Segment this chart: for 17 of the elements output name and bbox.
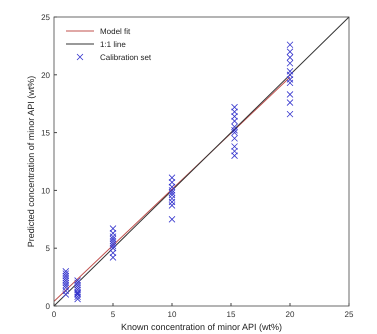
- y-tick-label: 25: [41, 13, 51, 22]
- x-tick-label: 20: [286, 310, 295, 319]
- x-axis-title: Known concentration of minor API (wt%): [120, 322, 282, 332]
- y-axis-title: Predicted concentration of minor API (wt%): [26, 76, 36, 248]
- y-tick-label: 20: [41, 70, 51, 80]
- y-tick-label: 0: [46, 302, 51, 311]
- y-tick-label: 15: [41, 128, 51, 138]
- x-tick-label: 10: [168, 310, 177, 319]
- legend-label: Model fit: [100, 27, 132, 36]
- y-tick-label: 5: [46, 244, 51, 254]
- y-tick-label: 10: [41, 186, 51, 196]
- x-tick-label: 25: [344, 310, 354, 319]
- x-tick-label: 5: [110, 310, 116, 319]
- legend-label: Calibration set: [100, 53, 152, 62]
- legend-label: 1:1 line: [100, 40, 126, 49]
- x-tick-label: 0: [52, 310, 57, 319]
- x-tick-label: 15: [226, 310, 236, 319]
